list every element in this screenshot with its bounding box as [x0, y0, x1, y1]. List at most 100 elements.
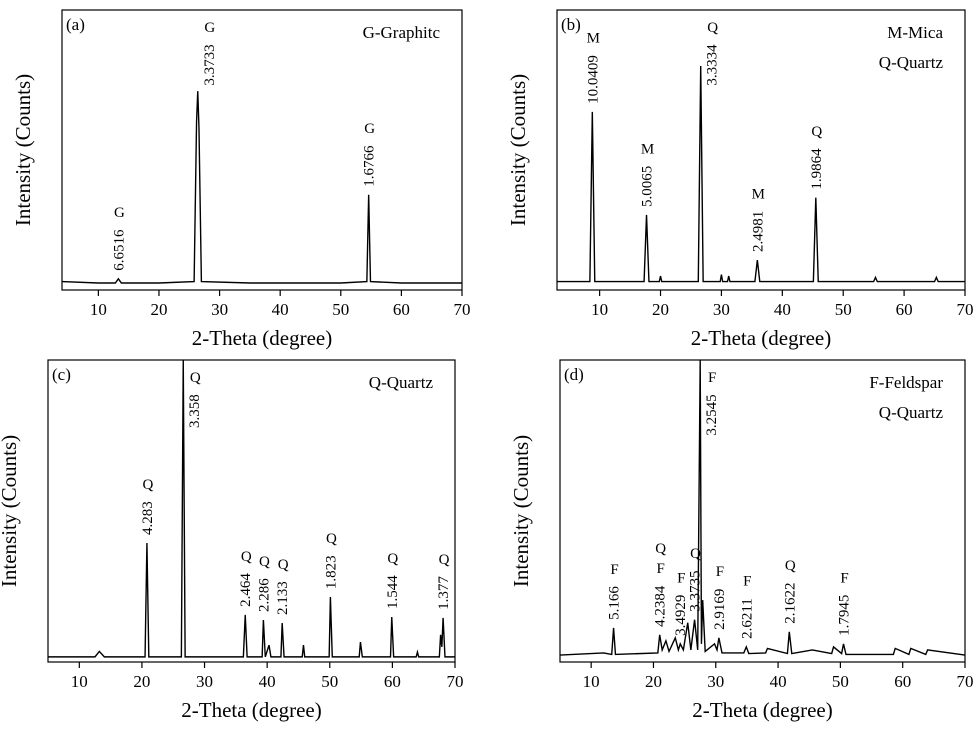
- peak-phase: Q: [707, 20, 718, 36]
- panel: 10 20 30 40 50 60 70 2-Theta (degree) Intensity …: [11, 9, 471, 350]
- peak-phase: Q: [785, 558, 796, 574]
- peak-d-spacing: 1.9864: [809, 148, 825, 190]
- x-tick-label: 60: [896, 300, 913, 319]
- x-tick-label: 30: [713, 300, 730, 319]
- y-axis-title: Intensity (Counts): [0, 435, 21, 587]
- peak-phase: Q: [655, 541, 666, 557]
- x-tick-label: 70: [454, 300, 471, 319]
- y-axis-title: Intensity (Counts): [509, 435, 533, 587]
- peak-phase: Q: [278, 557, 289, 573]
- xrd-pattern: [48, 359, 455, 658]
- x-tick-label: 30: [707, 672, 724, 691]
- peak-d-spacing: 10.0409: [585, 55, 601, 104]
- legend-text: Q-Quartz: [879, 53, 944, 72]
- plot-frame: [556, 9, 966, 291]
- peak-d-spacing: 3.358: [187, 394, 203, 428]
- y-axis-title: Intensity (Counts): [11, 74, 35, 226]
- legend-text: F-Feldspar: [869, 373, 943, 392]
- x-tick-label: 50: [321, 672, 338, 691]
- peak-phase: F: [708, 370, 716, 386]
- peak-phase: F: [610, 562, 618, 578]
- peak-d-spacing: 1.6766: [362, 145, 378, 187]
- peak-d-spacing: 2.464: [238, 573, 254, 607]
- x-tick-label: 70: [957, 672, 974, 691]
- peak-d-spacing: 3.4929: [673, 595, 689, 636]
- x-axis-title: 2-Theta (degree): [181, 698, 322, 722]
- legend-text: M-Mica: [887, 23, 943, 42]
- panel: 10 20 30 40 50 60 70 2-Theta (degree) Intensity …: [0, 359, 464, 722]
- panel-label: (b): [561, 15, 581, 34]
- panel: 10 20 30 40 50 60 70 2-Theta (degree) Intensity …: [506, 9, 974, 350]
- peak-d-spacing: 1.7945: [837, 595, 853, 636]
- x-axis-title: 2-Theta (degree): [192, 326, 333, 350]
- x-tick-label: 20: [150, 300, 167, 319]
- x-tick-label: 10: [583, 672, 600, 691]
- peak-d-spacing: 2.286: [256, 578, 272, 612]
- peak-d-spacing: 5.0065: [640, 166, 656, 207]
- peak-phase: G: [364, 121, 375, 137]
- panel-label: (a): [66, 15, 85, 34]
- x-tick-label: 40: [770, 672, 787, 691]
- peak-phase: G: [204, 20, 215, 36]
- x-tick-label: 10: [591, 300, 608, 319]
- peak-d-spacing: 1.377: [436, 576, 452, 610]
- x-tick-label: 70: [447, 672, 464, 691]
- x-tick-label: 50: [332, 300, 349, 319]
- peak-phase: Q: [190, 370, 201, 386]
- xrd-pattern: [61, 91, 462, 284]
- x-axis-title: 2-Theta (degree): [692, 698, 833, 722]
- x-tick-label: 10: [71, 672, 88, 691]
- peak-d-spacing: 2.133: [275, 581, 291, 615]
- peak-d-spacing: 2.4981: [750, 211, 766, 252]
- peak-phase: F: [743, 573, 751, 589]
- panel-label: (d): [564, 365, 584, 384]
- panel: 10 20 30 40 50 60 70 2-Theta (degree) Intensity …: [509, 359, 974, 722]
- peak-d-spacing: 5.166: [607, 586, 623, 620]
- peak-phase: F: [716, 564, 724, 580]
- x-tick-label: 60: [393, 300, 410, 319]
- legend-text: Q-Quartz: [879, 403, 944, 422]
- peak-phase: F: [657, 561, 665, 577]
- peak-d-spacing: 2.9169: [712, 589, 728, 630]
- peak-phase: Q: [143, 477, 154, 493]
- x-axis-title: 2-Theta (degree): [691, 326, 832, 350]
- peak-phase: Q: [811, 124, 822, 140]
- x-tick-label: 20: [652, 300, 669, 319]
- peak-phase: Q: [326, 531, 337, 547]
- panel-label: (c): [52, 365, 71, 384]
- legend-text: G-Graphitc: [363, 23, 441, 42]
- peak-phase: M: [641, 141, 654, 157]
- xrd-pattern: [557, 65, 965, 283]
- peak-d-spacing: 3.3735: [688, 570, 704, 611]
- x-tick-label: 20: [133, 672, 150, 691]
- x-tick-label: 40: [774, 300, 791, 319]
- peak-d-spacing: 4.2384: [653, 585, 669, 627]
- peak-phase: Q: [259, 554, 270, 570]
- peak-d-spacing: 1.823: [323, 555, 339, 589]
- peak-d-spacing: 3.3733: [202, 44, 218, 85]
- x-tick-label: 70: [957, 300, 974, 319]
- plot-frame: [559, 359, 966, 663]
- x-tick-label: 40: [259, 672, 276, 691]
- peak-d-spacing: 2.1622: [782, 583, 798, 624]
- x-tick-label: 20: [645, 672, 662, 691]
- peak-d-spacing: 4.283: [140, 501, 156, 535]
- peak-phase: M: [587, 31, 600, 47]
- peak-d-spacing: 1.544: [385, 575, 401, 609]
- plot-frame: [61, 9, 463, 291]
- peak-d-spacing: 2.6211: [739, 598, 755, 639]
- x-tick-label: 50: [832, 672, 849, 691]
- peak-phase: G: [114, 205, 125, 221]
- x-tick-label: 30: [196, 672, 213, 691]
- x-tick-label: 50: [835, 300, 852, 319]
- peak-phase: F: [840, 570, 848, 586]
- plot-frame: [47, 359, 456, 663]
- legend-text: Q-Quartz: [369, 373, 434, 392]
- peak-d-spacing: 3.3334: [705, 44, 721, 86]
- y-axis-title: Intensity (Counts): [506, 74, 530, 226]
- x-tick-label: 60: [384, 672, 401, 691]
- peak-d-spacing: 6.6516: [111, 229, 127, 271]
- peak-phase: Q: [241, 549, 252, 565]
